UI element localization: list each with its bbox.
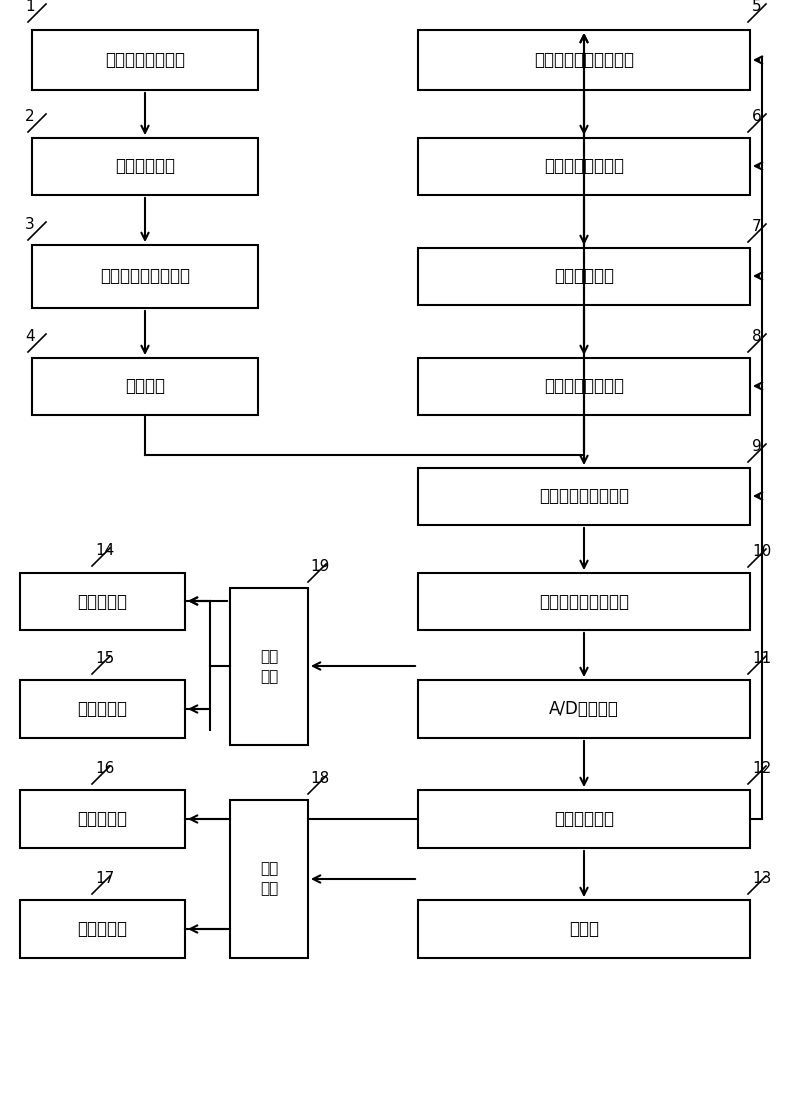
Text: A/D转换电路: A/D转换电路 — [549, 700, 619, 719]
Text: 光电
隔离: 光电 隔离 — [260, 861, 278, 896]
Text: 9: 9 — [752, 439, 762, 454]
Text: 声音刺激器: 声音刺激器 — [78, 920, 127, 938]
Text: 15: 15 — [95, 651, 114, 666]
Text: 18: 18 — [310, 771, 330, 785]
Text: 5: 5 — [752, 0, 762, 14]
Bar — [230, 588, 308, 745]
Text: 19: 19 — [310, 559, 330, 574]
Text: 程控放大电路: 程控放大电路 — [554, 268, 614, 285]
Text: 计算机: 计算机 — [569, 920, 599, 938]
Text: 4: 4 — [25, 329, 34, 344]
Text: 程控抗混叠滤波电路: 程控抗混叠滤波电路 — [539, 487, 629, 506]
Bar — [20, 900, 185, 958]
Text: 13: 13 — [752, 871, 771, 886]
Bar — [32, 30, 258, 90]
Text: 3: 3 — [25, 217, 34, 231]
Text: 程控低通滤波电路: 程控低通滤波电路 — [544, 377, 624, 396]
Bar — [20, 790, 185, 848]
Bar — [418, 790, 750, 848]
Text: 信号处理芯片: 信号处理芯片 — [554, 810, 614, 828]
Bar — [418, 900, 750, 958]
Text: 11: 11 — [752, 651, 771, 666]
Bar — [418, 358, 750, 415]
Bar — [20, 680, 185, 738]
Text: 电流刺激器: 电流刺激器 — [78, 810, 127, 828]
Text: 17: 17 — [95, 871, 114, 886]
Text: 视觉刺激器: 视觉刺激器 — [78, 592, 127, 611]
Text: 程控高通滤波电路: 程控高通滤波电路 — [544, 158, 624, 176]
Text: 数字
隔离: 数字 隔离 — [260, 649, 278, 683]
Text: 16: 16 — [95, 761, 114, 776]
Text: 程控仪表差模放大电路: 程控仪表差模放大电路 — [534, 50, 634, 69]
Bar — [418, 30, 750, 90]
Bar — [230, 800, 308, 958]
Text: 10: 10 — [752, 544, 771, 559]
Bar — [418, 138, 750, 195]
Bar — [32, 245, 258, 308]
Text: 瞬态电压保护电路: 瞬态电压保护电路 — [105, 50, 185, 69]
Bar — [418, 468, 750, 525]
Text: 12: 12 — [752, 761, 771, 776]
Bar — [20, 573, 185, 630]
Text: 闪光刺激器: 闪光刺激器 — [78, 700, 127, 719]
Bar — [32, 138, 258, 195]
Text: 可选择工频陷波电路: 可选择工频陷波电路 — [539, 592, 629, 611]
Bar — [418, 680, 750, 738]
Text: 8: 8 — [752, 329, 762, 344]
Bar — [32, 358, 258, 415]
Text: 高通滤波: 高通滤波 — [125, 377, 165, 396]
Bar — [418, 573, 750, 630]
Text: 2: 2 — [25, 109, 34, 124]
Text: 14: 14 — [95, 543, 114, 558]
Bar — [418, 248, 750, 305]
Text: 6: 6 — [752, 109, 762, 124]
Text: 高频干扰滤波: 高频干扰滤波 — [115, 158, 175, 176]
Text: 1: 1 — [25, 0, 34, 14]
Text: 7: 7 — [752, 219, 762, 234]
Text: 双路对称前置放大器: 双路对称前置放大器 — [100, 268, 190, 285]
